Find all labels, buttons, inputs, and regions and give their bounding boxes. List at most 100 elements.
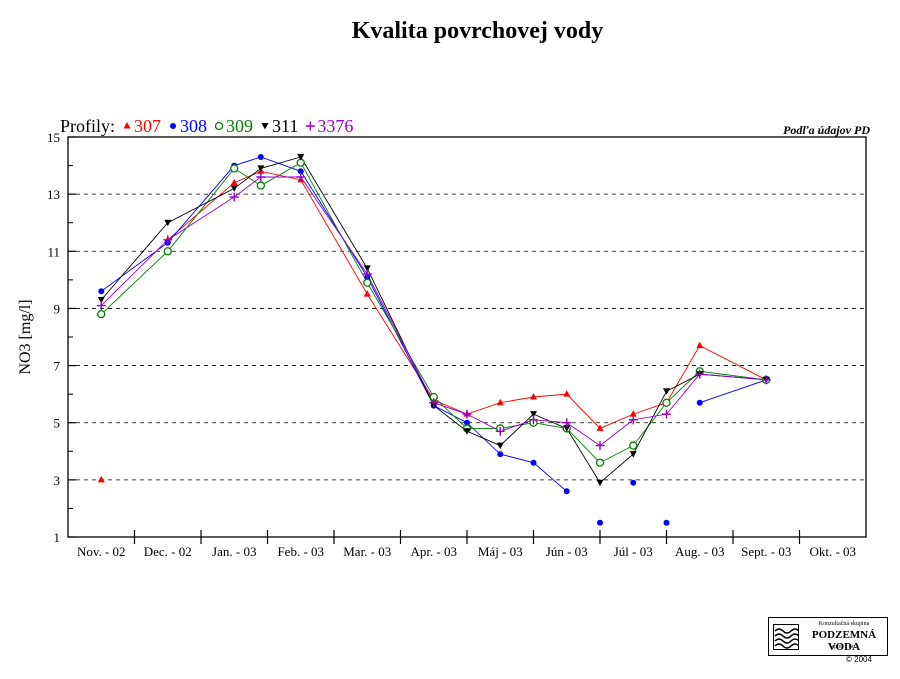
- data-point: [662, 409, 671, 419]
- series-line-308: [699, 379, 767, 404]
- data-point: [256, 181, 266, 190]
- data-point: [97, 309, 106, 319]
- data-point: [297, 154, 305, 161]
- data-point: [595, 441, 605, 451]
- data-point: [629, 441, 638, 450]
- data-point: [257, 154, 264, 160]
- data-point: [257, 165, 265, 172]
- data-point: [362, 269, 372, 279]
- data-point: [761, 375, 771, 385]
- data-point: [628, 415, 638, 425]
- source-note: Podľa údajov PD: [783, 123, 870, 137]
- data-point: [464, 419, 470, 426]
- data-point: [696, 399, 703, 406]
- x-tick-label: Jún - 03: [546, 544, 588, 559]
- data-point: [563, 488, 570, 495]
- y-tick-label: 5: [54, 416, 61, 431]
- series-markers: [96, 154, 771, 526]
- data-point: [496, 398, 504, 406]
- x-tick-label: Mar. - 03: [343, 544, 391, 559]
- gridlines: [68, 193, 866, 481]
- data-point: [261, 123, 269, 130]
- legend-entry-label: 311: [272, 116, 298, 136]
- copyright-text: © 2004: [846, 655, 872, 664]
- data-point: [495, 426, 505, 436]
- data-point: [429, 398, 439, 408]
- legend-entry-label: 307: [134, 116, 161, 136]
- data-point: [597, 519, 603, 526]
- series-line-3376: [100, 176, 767, 447]
- data-point: [163, 235, 173, 245]
- data-point: [696, 341, 704, 349]
- x-tick-label: Feb. - 03: [277, 544, 324, 559]
- data-point: [629, 410, 637, 417]
- data-point: [595, 458, 605, 467]
- series-line-307: [167, 170, 767, 429]
- data-point: [123, 122, 131, 129]
- legend-entry-label: 308: [180, 116, 207, 136]
- data-point: [530, 411, 537, 418]
- data-point: [229, 192, 239, 202]
- y-axis-label: NO3 [mg/l]: [17, 299, 34, 374]
- legend-entry-label: 309: [226, 116, 253, 136]
- data-point: [163, 247, 172, 256]
- x-tick-label: Máj - 03: [478, 544, 523, 559]
- legend-prefix: Profily:: [60, 116, 115, 136]
- data-point: [230, 164, 239, 173]
- data-point: [563, 390, 571, 397]
- x-tick-label: Jan. - 03: [212, 544, 256, 559]
- data-point: [562, 418, 572, 428]
- data-point: [530, 459, 537, 466]
- data-point: [96, 301, 106, 311]
- company-logo: Konzultačná skupina PODZEMNÁ VODA spol. …: [768, 617, 888, 656]
- data-point: [230, 185, 238, 192]
- series-line-308: [100, 156, 568, 492]
- plot-frame: [67, 136, 867, 538]
- data-point: [496, 442, 504, 450]
- data-point: [629, 451, 637, 458]
- data-point: [98, 288, 105, 295]
- data-point: [230, 178, 238, 186]
- data-point: [214, 121, 224, 131]
- data-point: [363, 278, 372, 287]
- data-point: [170, 123, 177, 129]
- data-point: [630, 479, 637, 486]
- logo-wave-icon: [773, 624, 799, 650]
- y-tick-label: 15: [47, 130, 60, 145]
- data-point: [662, 398, 671, 407]
- series-line-309: [100, 162, 767, 464]
- data-point: [695, 369, 705, 379]
- data-point: [305, 121, 315, 131]
- data-point: [663, 519, 670, 526]
- data-point: [296, 172, 306, 182]
- legend: Profily: 307 308 309 311 3376: [60, 116, 353, 136]
- data-point: [97, 296, 105, 304]
- data-point: [530, 393, 537, 400]
- data-point: [663, 388, 670, 395]
- logo-company-suffix: spol. s r.o.: [831, 644, 857, 650]
- x-tick-label: Aug. - 03: [675, 544, 724, 559]
- logo-small-text: Konzultačná skupina: [818, 621, 870, 627]
- chart-title: Kvalita povrchovej vody: [351, 18, 604, 44]
- data-point: [462, 409, 472, 419]
- x-tick-label: Júl - 03: [614, 544, 653, 559]
- axes: [67, 136, 867, 538]
- y-tick-label: 1: [54, 530, 61, 545]
- series-lines: [100, 156, 767, 492]
- logo-company-name: PODZEMNÁ VODA: [811, 629, 877, 653]
- data-point: [256, 172, 266, 182]
- data-point: [363, 265, 371, 272]
- x-tick-label: Dec. - 02: [144, 544, 192, 559]
- x-tick-label: Nov. - 02: [77, 544, 126, 559]
- data-point: [297, 168, 304, 175]
- data-point: [164, 219, 172, 227]
- data-point: [596, 479, 604, 487]
- x-tick-label: Sept. - 03: [741, 544, 791, 559]
- y-tick-label: 13: [47, 187, 60, 202]
- y-tick-label: 7: [54, 359, 61, 374]
- data-point: [463, 428, 471, 435]
- data-point: [529, 415, 538, 425]
- x-axis-ticks: Nov. - 02 Dec. - 02 Jan. - 03 Feb. - 03 Mar.…: [77, 530, 856, 559]
